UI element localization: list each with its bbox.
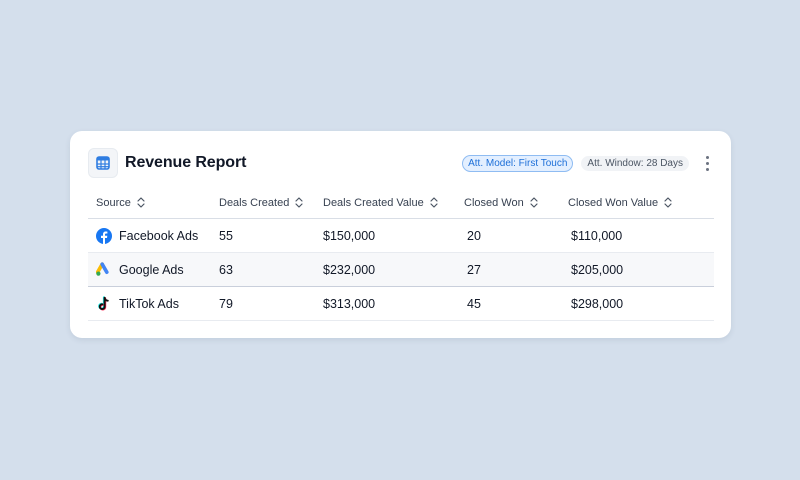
deals-created-cell: 63 bbox=[219, 262, 233, 277]
source-label: TikTok Ads bbox=[119, 296, 179, 311]
table-row[interactable]: Facebook Ads 55 $150,000 20 $110,000 bbox=[88, 219, 714, 253]
column-header-closed-won[interactable]: Closed Won bbox=[464, 197, 568, 209]
deals-created-value-cell: $313,000 bbox=[323, 296, 376, 311]
revenue-report-card: Revenue Report Att. Model: First Touch A… bbox=[70, 131, 731, 338]
source-cell: TikTok Ads bbox=[88, 295, 219, 312]
closed-won-value-cell: $298,000 bbox=[571, 296, 624, 311]
column-header-label: Deals Created bbox=[219, 196, 290, 209]
table-row[interactable]: TikTok Ads 79 $313,000 45 $298,000 bbox=[88, 287, 714, 321]
column-header-deals-created-value[interactable]: Deals Created Value bbox=[323, 197, 464, 209]
column-header-label: Deals Created Value bbox=[323, 196, 424, 209]
column-header-closed-won-value[interactable]: Closed Won Value bbox=[568, 197, 714, 209]
closed-won-cell: 27 bbox=[467, 262, 481, 277]
column-header-deals-created[interactable]: Deals Created bbox=[219, 197, 323, 209]
closed-won-value-cell: $110,000 bbox=[571, 228, 623, 243]
source-cell: Facebook Ads bbox=[88, 227, 219, 244]
deals-created-cell: 79 bbox=[219, 296, 233, 311]
deals-created-cell: 55 bbox=[219, 228, 233, 243]
page-title: Revenue Report bbox=[125, 154, 247, 171]
google-ads-icon bbox=[96, 261, 112, 278]
attribution-window-badge[interactable]: Att. Window: 28 Days bbox=[581, 155, 689, 171]
source-label: Facebook Ads bbox=[119, 228, 199, 243]
attribution-model-badge[interactable]: Att. Model: First Touch bbox=[462, 154, 574, 172]
column-header-label: Closed Won Value bbox=[568, 196, 659, 209]
spreadsheet-icon bbox=[88, 148, 118, 178]
deals-created-value-cell: $150,000 bbox=[323, 228, 376, 243]
closed-won-value-cell: $205,000 bbox=[571, 262, 624, 277]
tiktok-icon bbox=[96, 295, 112, 312]
table-header: Source Deals Created Deals Created Value… bbox=[88, 187, 714, 219]
closed-won-cell: 45 bbox=[467, 296, 481, 311]
table-row[interactable]: Google Ads 63 $232,000 27 $205,000 bbox=[88, 253, 714, 287]
more-options-icon[interactable] bbox=[699, 153, 715, 173]
source-label: Google Ads bbox=[119, 262, 184, 277]
sort-icon bbox=[664, 197, 672, 208]
sort-icon bbox=[530, 197, 538, 208]
column-header-label: Closed Won bbox=[464, 196, 524, 209]
closed-won-cell: 20 bbox=[467, 228, 481, 243]
facebook-icon bbox=[96, 227, 112, 244]
card-header: Revenue Report Att. Model: First Touch A… bbox=[88, 147, 715, 179]
revenue-table: Source Deals Created Deals Created Value… bbox=[88, 187, 714, 321]
column-header-source[interactable]: Source bbox=[88, 197, 219, 209]
column-header-label: Source bbox=[96, 196, 131, 209]
sort-icon bbox=[295, 197, 303, 208]
deals-created-value-cell: $232,000 bbox=[323, 262, 376, 277]
sort-icon bbox=[137, 197, 145, 208]
sort-icon bbox=[430, 197, 438, 208]
source-cell: Google Ads bbox=[88, 261, 219, 278]
